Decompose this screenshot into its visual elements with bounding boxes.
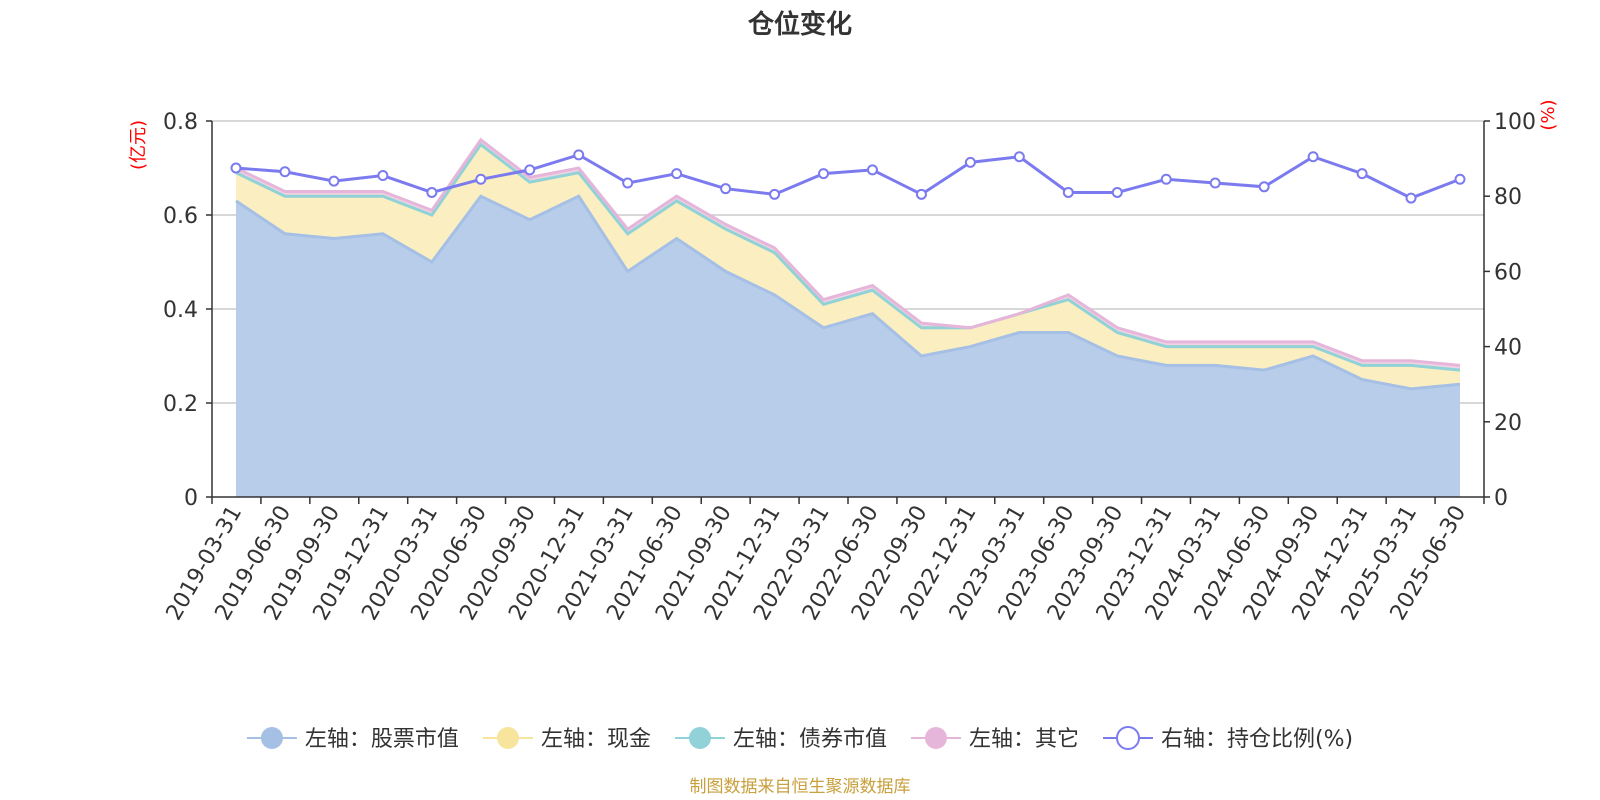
legend-label: 左轴：股票市值: [305, 727, 459, 752]
holding-ratio-point: [720, 183, 732, 195]
legend-marker-icon: [688, 727, 711, 749]
legend-marker-icon: [260, 727, 283, 749]
holding-ratio-point: [1209, 177, 1221, 189]
area-左轴：股票市值: [236, 196, 1460, 497]
holding-ratio-point: [964, 156, 976, 168]
right-axis-unit: (%): [1538, 99, 1559, 130]
holding-ratio-point: [866, 164, 878, 176]
legend-item: 左轴：股票市值: [246, 727, 459, 752]
holding-ratio-point: [1307, 151, 1319, 163]
holding-ratio-point: [377, 170, 389, 182]
holding-ratio-point: [818, 168, 830, 180]
holding-ratio-point: [475, 173, 487, 185]
left-tick-label: 0.8: [163, 110, 198, 135]
area-左轴：现金: [236, 144, 1460, 389]
legend-marker-icon: [1115, 726, 1140, 750]
legend-label: 左轴：现金: [541, 727, 651, 752]
series-line-左轴：债券市值: [235, 142, 1461, 372]
holding-ratio-point: [573, 149, 585, 161]
right-tick-label: 100: [1494, 110, 1536, 135]
right-tick-label: 0: [1494, 486, 1508, 511]
holding-ratio-point: [524, 164, 536, 176]
legend-marker-icon: [496, 727, 519, 749]
left-tick-label: 0.2: [163, 392, 198, 417]
legend-item: 左轴：现金: [482, 727, 651, 752]
right-tick-label: 80: [1494, 185, 1522, 210]
legend-item: 左轴：其它: [910, 727, 1079, 752]
legend-marker-icon: [924, 727, 947, 749]
data-source-footer: 制图数据来自恒生聚源数据库: [690, 777, 911, 797]
holding-ratio-point: [1160, 173, 1172, 185]
chart-title: 仓位变化: [747, 9, 852, 40]
holding-ratio-point: [1258, 181, 1270, 193]
left-axis-unit: (亿元): [128, 120, 149, 170]
legend-label: 左轴：其它: [969, 727, 1079, 752]
holding-ratio-point: [1356, 168, 1368, 180]
left-tick-label: 0.6: [163, 204, 198, 229]
right-tick-label: 20: [1494, 411, 1522, 436]
left-tick-label: 0: [184, 486, 198, 511]
holding-ratio-point: [1111, 186, 1123, 198]
holding-ratio-point: [915, 188, 927, 200]
holding-ratio-point: [1405, 192, 1417, 204]
holding-ratio-point: [622, 177, 634, 189]
holding-ratio-point: [1454, 173, 1466, 185]
legend-label: 左轴：债券市值: [733, 727, 887, 752]
holding-ratio-polyline: [235, 153, 1461, 200]
legend: 左轴：股票市值 左轴：现金 左轴：债券市值 左轴：其它 右轴：持仓比例(%): [246, 726, 1353, 752]
holding-ratio-point: [769, 188, 781, 200]
stacked-areas: [235, 137, 1461, 497]
series-line-左轴：其它: [235, 137, 1461, 367]
holding-ratio-point: [1062, 186, 1074, 198]
holding-ratio-point: [1013, 151, 1025, 163]
legend-item: 右轴：持仓比例(%): [1102, 726, 1353, 752]
holding-ratio-point: [230, 162, 242, 174]
holding-ratio-point: [328, 175, 340, 187]
legend-item: 左轴：债券市值: [674, 727, 887, 752]
right-tick-label: 60: [1494, 260, 1522, 285]
holding-ratio-line: [230, 149, 1466, 204]
series-line-左轴：股票市值: [235, 194, 1461, 391]
holding-ratio-point: [671, 168, 683, 180]
holding-ratio-point: [279, 166, 291, 178]
left-tick-label: 0.4: [163, 298, 198, 323]
holding-ratio-point: [426, 186, 438, 198]
legend-label: 右轴：持仓比例(%): [1161, 727, 1353, 752]
right-tick-label: 40: [1494, 336, 1522, 361]
